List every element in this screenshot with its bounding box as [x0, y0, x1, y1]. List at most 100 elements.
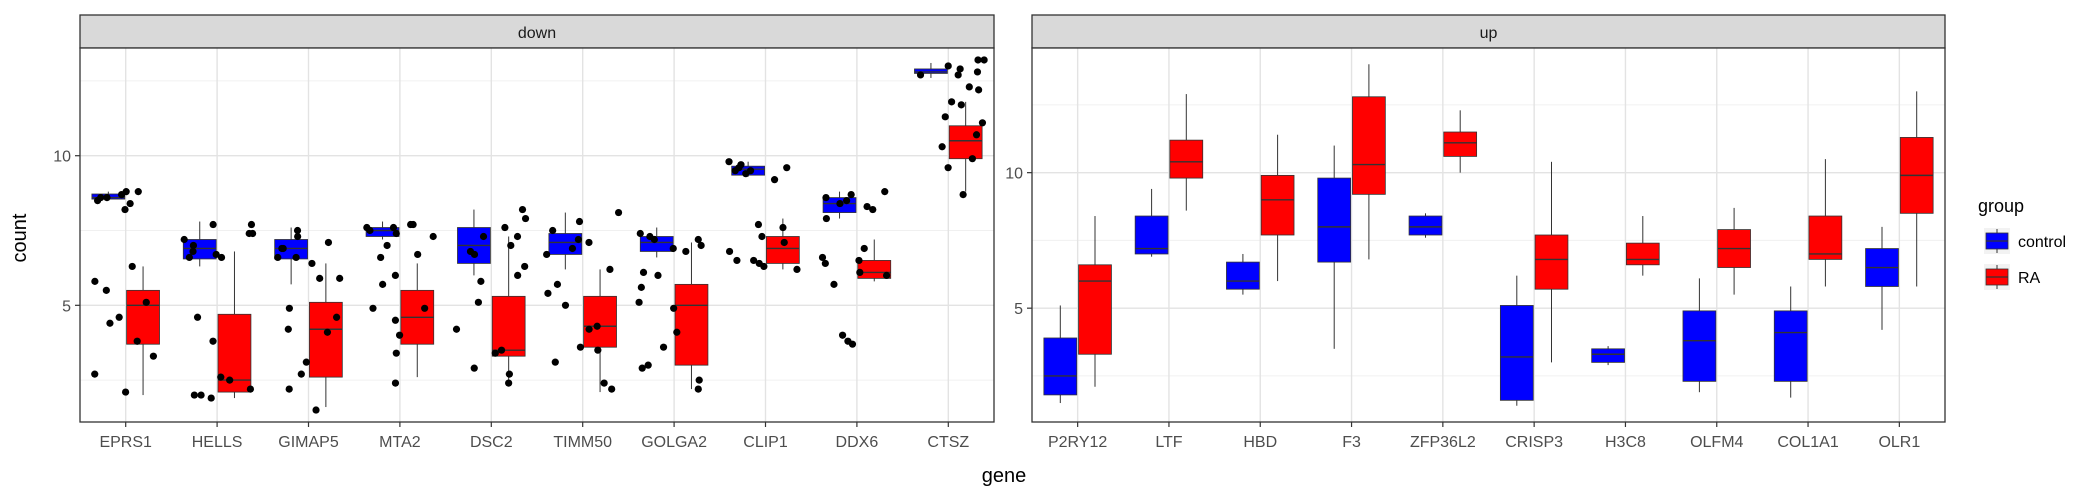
data-point-CTSZ — [944, 62, 952, 70]
data-point-HELLS — [185, 253, 193, 262]
data-point-TIMM50 — [561, 301, 570, 309]
data-point-GOLGA2 — [646, 232, 654, 241]
data-point-EPRS1 — [149, 352, 158, 360]
data-point-HELLS — [193, 313, 202, 321]
x-tick-label-MTA2: MTA2 — [379, 434, 421, 451]
data-point-DDX6 — [822, 214, 831, 223]
box-TIMM50-RA — [583, 295, 617, 348]
data-point-GOLGA2 — [644, 361, 652, 369]
data-point-EPRS1 — [142, 298, 150, 306]
panel-border — [1031, 47, 1946, 423]
data-point-GIMAP5 — [293, 226, 302, 235]
box-CTSZ-RA — [948, 125, 983, 160]
data-point-TIMM50 — [614, 208, 623, 217]
legend-label-control: control — [2018, 234, 2066, 251]
data-point-DDX6 — [856, 268, 864, 276]
data-point-GIMAP5 — [285, 385, 293, 393]
data-point-GIMAP5 — [297, 370, 305, 378]
data-point-DSC2 — [505, 370, 513, 378]
facet-strip — [79, 14, 995, 49]
data-point-GOLGA2 — [659, 343, 668, 351]
box-LTF-control — [1134, 215, 1169, 255]
data-point-EPRS1 — [128, 262, 136, 271]
box-DDX6-RA — [857, 260, 892, 279]
box-CRISP3-RA — [1534, 234, 1569, 290]
legend: group control RA — [1978, 196, 2066, 290]
data-point-TIMM50 — [575, 217, 584, 226]
box-GIMAP5-control — [274, 239, 308, 260]
data-point-CLIP1 — [758, 232, 766, 241]
data-point-GIMAP5 — [312, 406, 320, 414]
data-point-MTA2 — [391, 379, 400, 387]
data-point-GIMAP5 — [316, 274, 324, 282]
box-EPRS1-RA — [126, 289, 160, 345]
data-point-GOLGA2 — [669, 244, 677, 253]
data-point-GOLGA2 — [695, 376, 703, 384]
x-tick-label-H3C8: H3C8 — [1605, 434, 1646, 451]
data-point-EPRS1 — [134, 188, 142, 196]
data-point-EPRS1 — [121, 388, 130, 396]
data-point-CTSZ — [959, 191, 967, 199]
x-tick-label-P2RY12: P2RY12 — [1048, 434, 1107, 451]
data-point-GIMAP5 — [278, 244, 286, 253]
data-point-HELLS — [189, 241, 198, 250]
data-point-TIMM50 — [608, 385, 616, 393]
data-point-MTA2 — [389, 223, 398, 232]
data-point-CTSZ — [947, 98, 956, 106]
x-tick-label-HBD: HBD — [1243, 434, 1277, 451]
data-point-EPRS1 — [103, 194, 111, 202]
data-point-CTSZ — [968, 155, 976, 163]
data-point-CTSZ — [941, 113, 949, 121]
data-point-DDX6 — [882, 271, 891, 279]
box-P2RY12-control — [1043, 337, 1078, 396]
data-point-CLIP1 — [746, 167, 755, 175]
data-point-GOLGA2 — [636, 229, 644, 238]
box-GIMAP5-RA — [309, 301, 343, 378]
data-point-DDX6 — [860, 244, 868, 253]
data-point-MTA2 — [407, 220, 415, 229]
data-point-HELLS — [249, 229, 257, 238]
data-point-GOLGA2 — [637, 283, 645, 291]
data-point-CLIP1 — [737, 161, 745, 169]
data-point-CTSZ — [978, 119, 987, 127]
data-point-EPRS1 — [122, 188, 130, 196]
data-point-MTA2 — [377, 253, 385, 262]
data-point-DSC2 — [470, 364, 478, 372]
box-ZFP36L2-RA — [1443, 131, 1478, 157]
data-point-CLIP1 — [750, 256, 758, 265]
data-point-MTA2 — [395, 331, 404, 339]
box-F3-RA — [1352, 96, 1386, 195]
x-tick-label-DSC2: DSC2 — [470, 434, 513, 451]
data-point-DSC2 — [505, 379, 513, 387]
data-point-GOLGA2 — [638, 364, 646, 372]
x-tick-label-DDX6: DDX6 — [836, 434, 879, 451]
data-point-DSC2 — [491, 349, 499, 357]
data-point-MTA2 — [369, 304, 377, 312]
data-point-DSC2 — [514, 271, 522, 279]
data-point-HELLS — [209, 337, 217, 345]
facet-strip-label: down — [518, 25, 556, 42]
data-point-DDX6 — [838, 331, 847, 339]
data-point-TIMM50 — [574, 235, 582, 244]
facets: down 5 10 EPRS1 HELLS GIMAP5 MTA2 DSC2 TIMM50 GOL… — [53, 14, 1946, 451]
x-tick-label-F3: F3 — [1342, 434, 1361, 451]
data-point-DSC2 — [521, 214, 530, 223]
data-point-TIMM50 — [543, 250, 551, 259]
y-tick-label: 10 — [53, 149, 71, 166]
data-point-TIMM50 — [594, 346, 602, 354]
data-point-MTA2 — [414, 250, 422, 259]
box-HBD-RA — [1260, 174, 1295, 236]
legend-label-RA: RA — [2018, 270, 2041, 287]
data-point-CLIP1 — [783, 164, 791, 172]
data-point-GIMAP5 — [274, 253, 282, 262]
data-point-GOLGA2 — [694, 235, 702, 244]
x-tick-label-COL1A1: COL1A1 — [1777, 434, 1838, 451]
data-point-GIMAP5 — [324, 238, 333, 247]
data-point-DSC2 — [518, 205, 527, 214]
data-point-CLIP1 — [755, 259, 763, 268]
data-point-TIMM50 — [585, 325, 593, 333]
facet-up: up 5 10 P2RY12 LTF HBD F3 ZFP36L2 CRISP3 H3C8 OLFM… — [1005, 14, 1946, 451]
x-tick-label-ZFP36L2: ZFP36L2 — [1410, 434, 1476, 451]
